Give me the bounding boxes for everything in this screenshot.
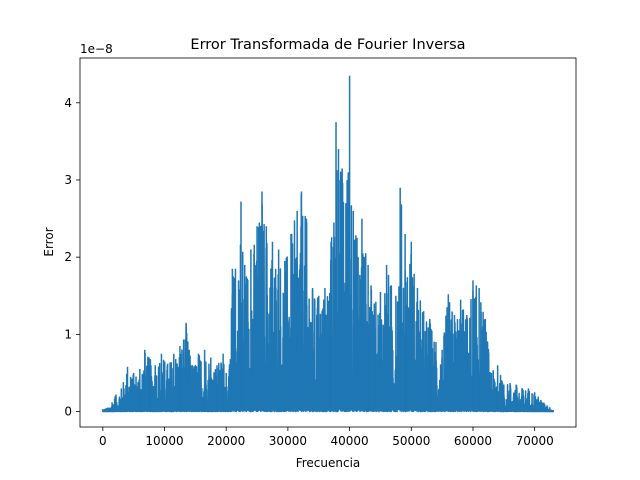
x-tick-label: 10000 bbox=[145, 434, 183, 448]
x-tick-label: 50000 bbox=[392, 434, 430, 448]
y-axis-label: Error bbox=[42, 227, 56, 256]
plot-frame bbox=[79, 57, 577, 428]
y-tick-label: 0 bbox=[64, 405, 72, 419]
x-tick-label: 70000 bbox=[516, 434, 554, 448]
x-tick-label: 60000 bbox=[454, 434, 492, 448]
chart-title: Error Transformada de Fourier Inversa bbox=[190, 37, 465, 53]
y-tick-label: 1 bbox=[64, 327, 72, 341]
x-tick-label: 20000 bbox=[207, 434, 245, 448]
y-tick-label: 4 bbox=[64, 96, 72, 110]
x-tick-label: 40000 bbox=[330, 434, 368, 448]
x-tick-label: 30000 bbox=[269, 434, 307, 448]
error-series-line bbox=[102, 170, 554, 413]
y-axis: 0 1 2 3 4 bbox=[64, 96, 80, 419]
y-tick-label: 2 bbox=[64, 250, 72, 264]
x-tick-label: 0 bbox=[99, 434, 107, 448]
plot-area bbox=[102, 75, 554, 413]
x-axis-label: Frecuencia bbox=[296, 456, 361, 470]
y-offset-text: 1e−8 bbox=[80, 42, 113, 56]
y-tick-label: 3 bbox=[64, 173, 72, 187]
x-axis: 0 10000 20000 30000 40000 50000 60000 70000 bbox=[99, 427, 554, 448]
